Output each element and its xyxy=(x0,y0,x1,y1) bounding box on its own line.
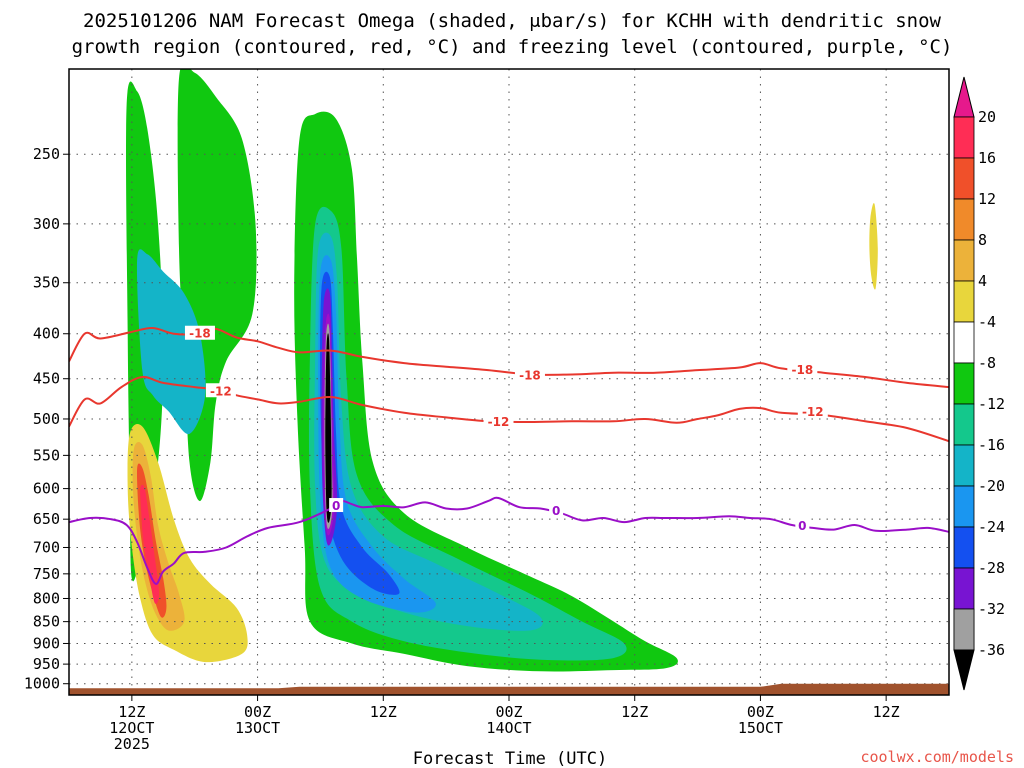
x-tick-label-5-1: 00Z xyxy=(747,703,774,721)
contour-line-0 xyxy=(69,496,949,585)
contour-label--18-2: -18 xyxy=(791,363,813,377)
contour-label-bg-0-1 xyxy=(549,502,564,517)
contour-label--12-1: -12 xyxy=(488,415,510,429)
contour-label-bg--12-1 xyxy=(483,414,514,429)
credit-text: coolwx.com/models xyxy=(860,748,1014,766)
y-axis-ticks: 250 300 350 400 450 500 550 600 650 700 750 800 850 9… xyxy=(24,145,69,693)
colorbar-label-5: -4 xyxy=(978,313,996,331)
x-tick-label-2-1: 12Z xyxy=(370,703,397,721)
omega-region-15 xyxy=(140,484,160,604)
colorbar-label-6: -8 xyxy=(978,354,996,372)
contour-label-bg-0-0 xyxy=(329,498,344,513)
x-tick-label-0-3: 2025 xyxy=(114,735,150,753)
colorbar-swatch-2 xyxy=(953,198,975,241)
colorbar-label-2: 12 xyxy=(978,190,996,208)
omega-region-2 xyxy=(136,249,206,435)
chart-title-line1: 2025101206 NAM Forecast Omega (shaded, μ… xyxy=(83,10,941,32)
omega-region-5 xyxy=(314,232,543,631)
colorbar-swatch-11 xyxy=(953,567,975,610)
colorbar-label-12: -32 xyxy=(978,600,1005,618)
colorbar-label-10: -24 xyxy=(978,518,1005,536)
colorbar-swatch-10 xyxy=(953,526,975,569)
colorbar-swatch-8 xyxy=(953,444,975,487)
x-tick-label-0-2: 12OCT xyxy=(109,719,154,737)
colorbar-label-8: -16 xyxy=(978,436,1005,454)
colorbar-swatch-7 xyxy=(953,403,975,446)
omega-region-16 xyxy=(869,202,878,290)
x-tick-label-0-1: 12Z xyxy=(118,703,145,721)
y-tick-label-400: 400 xyxy=(33,325,60,343)
y-tick-label-900: 900 xyxy=(33,634,60,652)
contour-label-bg--12-0 xyxy=(205,383,236,398)
contour-label-bg--18-1 xyxy=(514,367,545,382)
x-tick-label-3-2: 14OCT xyxy=(486,719,531,737)
colorbar-label-9: -20 xyxy=(978,477,1005,495)
y-tick-label-950: 950 xyxy=(33,655,60,673)
contour-label--18-0: -18 xyxy=(189,327,211,341)
y-tick-label-250: 250 xyxy=(33,145,60,163)
contour-line--18 xyxy=(69,326,949,389)
contour-label-bg--18-2 xyxy=(787,362,818,377)
contour-label--12-2: -12 xyxy=(802,405,824,419)
x-tick-label-1-2: 13OCT xyxy=(235,719,280,737)
y-tick-label-550: 550 xyxy=(33,446,60,464)
chart-title-line2: growth region (contoured, red, °C) and f… xyxy=(72,36,953,58)
ground-layer xyxy=(69,683,949,695)
colorbar-label-4: 4 xyxy=(978,272,987,290)
contour-line--12 xyxy=(69,375,949,443)
y-tick-label-650: 650 xyxy=(33,510,60,528)
y-tick-label-800: 800 xyxy=(33,589,60,607)
colorbar-swatch-4 xyxy=(953,280,975,323)
plot-area: -18 -18 -18 -12 -12 -12 0 0 0 xyxy=(69,69,949,695)
y-tick-label-750: 750 xyxy=(33,565,60,583)
omega-region-6 xyxy=(318,255,436,613)
colorbar-label-0: 20 xyxy=(978,108,996,126)
contour-label-0-2: 0 xyxy=(798,519,806,533)
ground-terrain xyxy=(69,683,949,695)
x-tick-label-6-1: 12Z xyxy=(873,703,900,721)
x-axis-label: Forecast Time (UTC) xyxy=(413,749,607,768)
y-tick-label-600: 600 xyxy=(33,480,60,498)
y-tick-label-700: 700 xyxy=(33,538,60,556)
omega-region-1 xyxy=(177,69,257,502)
colorbar-bottom-arrow xyxy=(953,649,975,691)
y-tick-label-450: 450 xyxy=(33,370,60,388)
contour-label--12-0: -12 xyxy=(210,384,232,398)
omega-region-11 xyxy=(325,333,332,523)
contour-label--18-1: -18 xyxy=(519,368,541,382)
contour-label-bg-0-2 xyxy=(795,518,810,533)
colorbar-swatch-5 xyxy=(953,321,975,364)
colorbar-label-1: 16 xyxy=(978,149,996,167)
colorbar-label-11: -28 xyxy=(978,559,1005,577)
y-tick-label-850: 850 xyxy=(33,613,60,631)
colorbar: 20 16 12 8 4 -4 -8 -12 -16 -20 -24 -28 -32 -36 xyxy=(953,76,1005,691)
x-tick-label-4-1: 12Z xyxy=(621,703,648,721)
y-tick-label-350: 350 xyxy=(33,274,60,292)
colorbar-label-7: -12 xyxy=(978,395,1005,413)
omega-region-7 xyxy=(320,271,400,595)
colorbar-swatch-6 xyxy=(953,362,975,405)
colorbar-swatch-0 xyxy=(953,116,975,159)
colorbar-swatch-9 xyxy=(953,485,975,528)
colorbar-swatch-13 xyxy=(953,608,975,651)
contour-label-0-0: 0 xyxy=(332,499,340,513)
omega-shading-layer xyxy=(126,69,878,672)
y-tick-label-500: 500 xyxy=(33,410,60,428)
contour-label-0-1: 0 xyxy=(552,504,560,518)
contour-layer: -18 -18 -18 -12 -12 -12 0 0 0 xyxy=(69,325,949,585)
x-tick-label-3-1: 00Z xyxy=(495,703,522,721)
contour-label-bg--18-0 xyxy=(184,325,215,340)
colorbar-swatch-3 xyxy=(953,239,975,282)
colorbar-label-13: -36 xyxy=(978,641,1005,659)
y-tick-label-300: 300 xyxy=(33,215,60,233)
x-tick-label-1-1: 00Z xyxy=(244,703,271,721)
y-tick-label-1000: 1000 xyxy=(24,675,60,693)
colorbar-top-arrow xyxy=(953,76,975,118)
x-tick-label-5-2: 15OCT xyxy=(738,719,783,737)
colorbar-label-3: 8 xyxy=(978,231,987,249)
contour-label-bg--12-2 xyxy=(797,404,828,419)
colorbar-swatch-1 xyxy=(953,157,975,200)
